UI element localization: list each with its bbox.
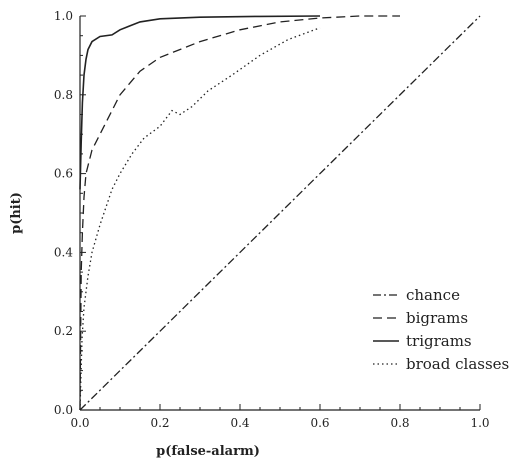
series-line-bigrams [79,15,400,411]
y-tick-label: 0.6 [54,167,73,181]
y-tick-label: 0.8 [54,88,73,102]
axis-ticks: 0.0 0.2 0.4 0.6 0.8 1.0 0.0 0.2 0.4 0.6 0.8 1.0 [54,9,490,430]
x-tick-label: 1.0 [470,416,489,430]
legend-label-broad-classes: broad classes [406,355,509,373]
x-tick-label: 0.6 [310,416,329,430]
y-tick-label: 0.2 [54,324,73,338]
legend-label-trigrams: trigrams [406,332,472,350]
x-tick-label: 0.2 [150,416,169,430]
series-layer [79,15,481,411]
y-tick-label: 0.4 [54,245,73,259]
x-tick-label: 0.4 [230,416,249,430]
series-line-broad-classes [79,27,321,411]
x-axis-title: p(false-alarm) [156,444,260,459]
legend-label-chance: chance [406,286,460,304]
x-tick-label: 0.0 [70,416,89,430]
legend-label-bigrams: bigrams [406,309,468,327]
x-tick-label: 0.8 [390,416,409,430]
y-tick-label: 0.0 [54,403,73,417]
y-axis-title: p(hit) [9,192,24,234]
y-tick-label: 1.0 [54,9,73,23]
legend: chance bigrams trigrams broad classes [373,286,509,373]
series-line-trigrams [79,15,321,190]
series-line-chance [79,15,481,411]
